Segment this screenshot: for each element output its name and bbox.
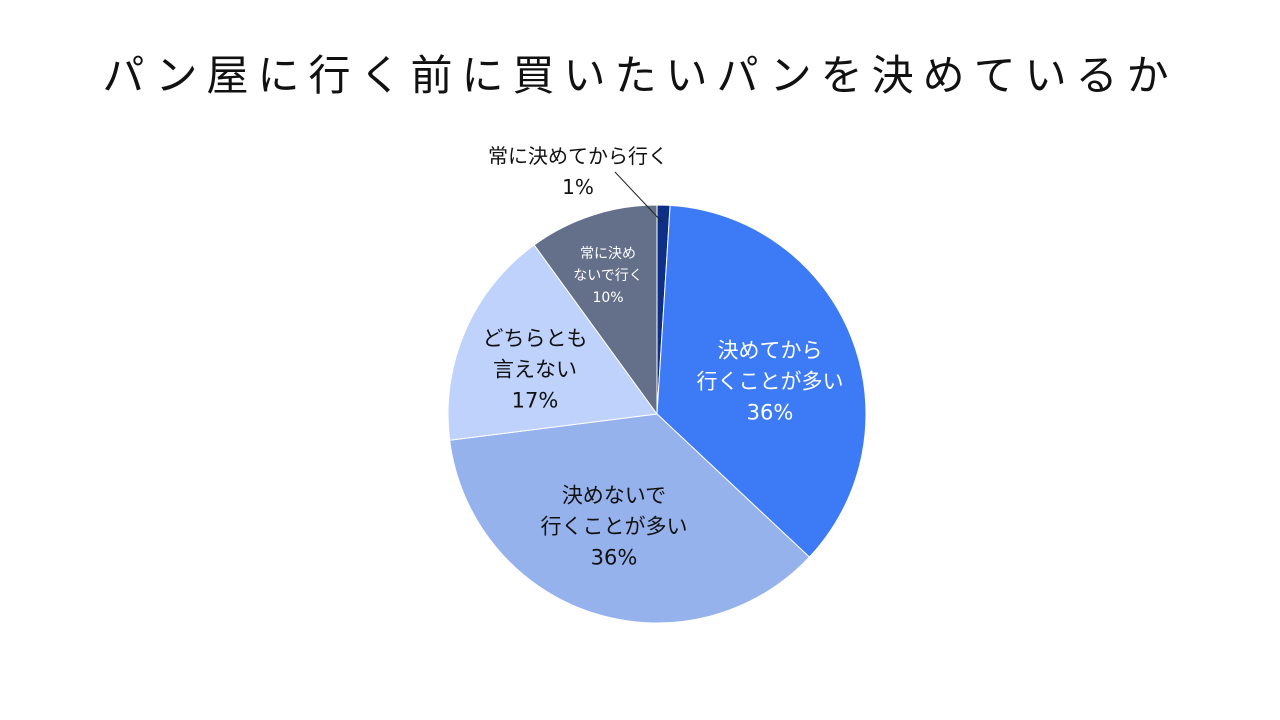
slice-label: 10% [592,290,623,306]
slice-label: 決めてから [718,338,823,362]
pie-slice [449,413,811,624]
chart-title: パン屋に行く前に買いたいパンを決めているか [102,51,1178,100]
slice-label: 言えない [493,357,577,381]
slice-label: 1% [562,175,594,199]
slice-label: 17% [512,388,559,412]
slice-label: 36% [591,545,638,569]
leader-line [614,171,663,223]
slice-label: 常に決め [580,246,636,262]
slice-label: ないで行く [573,268,643,284]
pie-slice [533,204,658,416]
slice-label: どちらとも [483,326,588,350]
pie-slice [656,204,867,558]
slice-label: 常に決めてから行く [488,144,668,168]
slice-label: 行くことが多い [541,514,688,538]
slice-label: 36% [747,400,794,424]
slice-label: 決めないで [562,483,666,507]
slice-label: 行くことが多い [697,369,844,393]
pie-slice [447,244,658,441]
